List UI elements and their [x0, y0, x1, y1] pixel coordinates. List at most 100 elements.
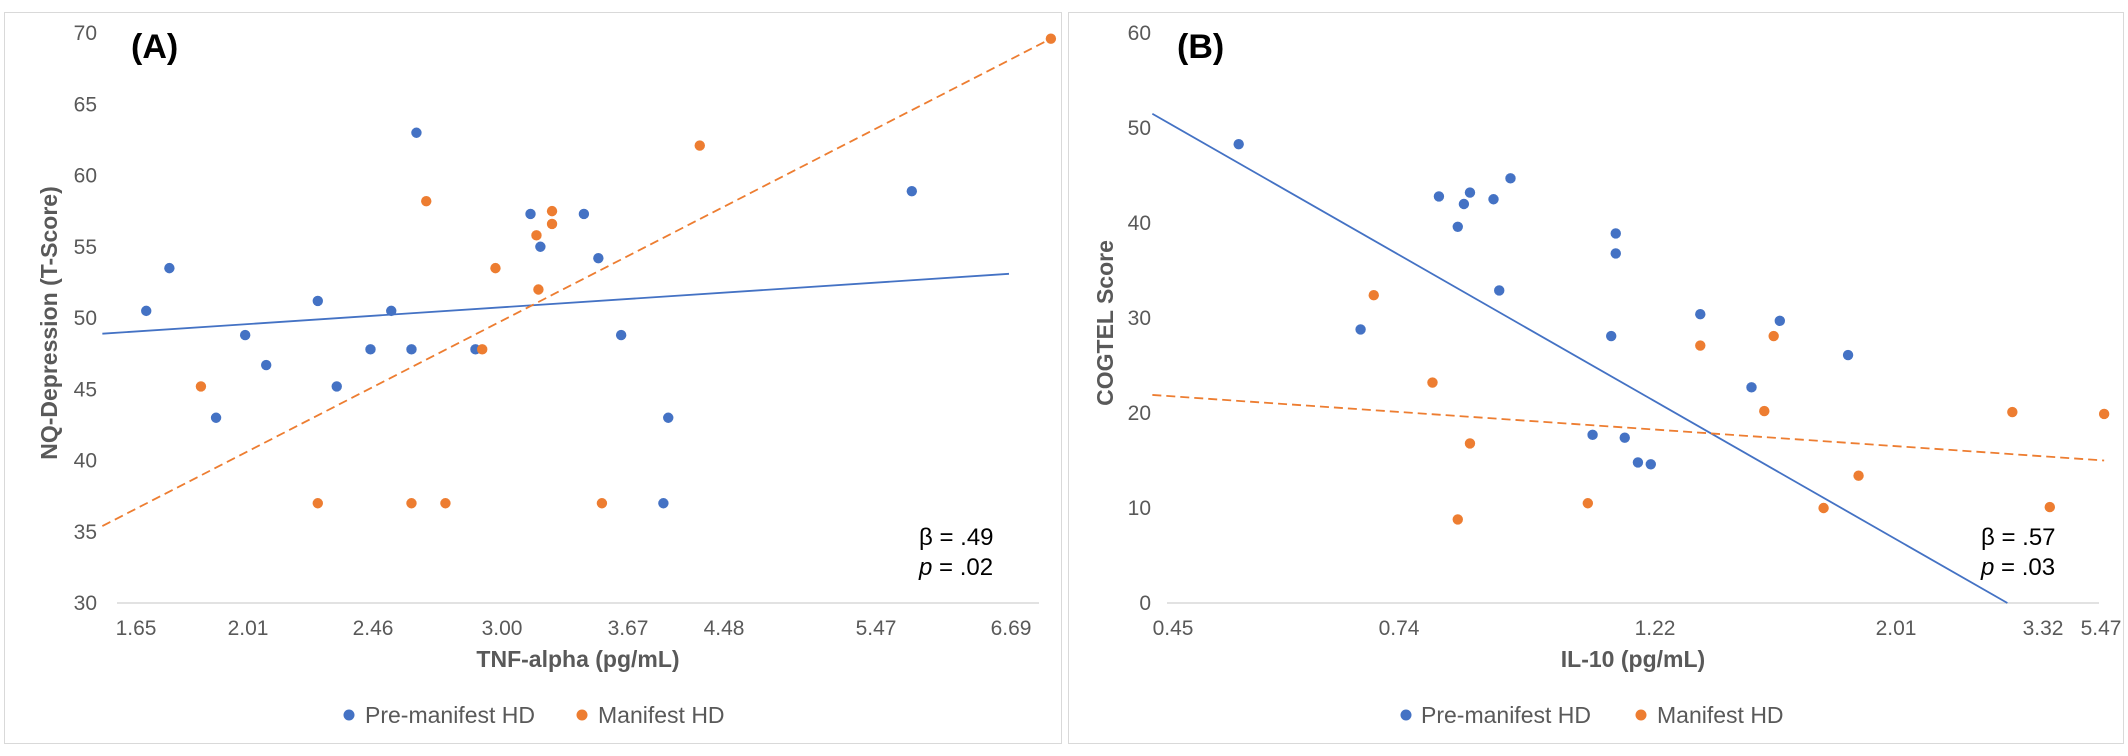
- point-a-1-2: [406, 498, 417, 509]
- x-tick-label-a-1: 2.01: [228, 617, 269, 640]
- point-b-0-17: [1746, 382, 1757, 393]
- point-a-0-6: [331, 381, 342, 392]
- point-a-1-6: [490, 262, 501, 274]
- point-b-0-1: [1355, 324, 1366, 335]
- point-a-1-10: [546, 205, 558, 217]
- point-a-1-9: [546, 218, 558, 230]
- y-tick-label-a-4: 50: [74, 307, 97, 330]
- beta-annotation-b: β = .57: [1981, 524, 2056, 551]
- y-tick-label-b-6: 60: [1128, 22, 1151, 45]
- y-tick-label-a-2: 40: [74, 450, 97, 473]
- point-a-1-12: [694, 140, 705, 151]
- point-a-0-0: [141, 305, 152, 317]
- chart-panel-b: (B) 0 10 20 30 40 50 60 0.45 0.74 1.22 2.01 3.32 5.…: [1068, 12, 2124, 744]
- point-b-1-11: [2044, 501, 2055, 513]
- point-b-0-9: [1587, 429, 1598, 441]
- legend-marker-b-1: [1635, 709, 1647, 721]
- point-a-0-19: [906, 185, 918, 197]
- point-b-1-12: [2098, 408, 2110, 420]
- point-b-0-15: [1645, 459, 1656, 470]
- p-value-b: = .03: [1994, 554, 2055, 581]
- point-a-1-13: [1045, 33, 1057, 44]
- x-tick-label-b-0: 0.45: [1153, 617, 1194, 640]
- legend-a: Pre-manifest HD Manifest HD: [343, 702, 725, 728]
- point-b-1-0: [1368, 290, 1379, 301]
- x-axis-title-a: TNF-alpha (pg/mL): [476, 646, 679, 672]
- p-annotation-a: p = .02: [918, 554, 993, 581]
- chart-a-svg: (A) 30 35 40 45 50 55 60 65 70 1.65 2.01 2.46 3.00 3…: [36, 22, 1057, 728]
- point-a-0-3: [239, 329, 251, 341]
- trendline-b-1: [1152, 394, 2105, 462]
- legend-marker-a-0: [343, 709, 355, 721]
- point-b-1-3: [1464, 438, 1476, 449]
- y-tick-label-a-8: 70: [74, 22, 97, 45]
- y-tick-label-a-1: 35: [74, 521, 97, 544]
- point-b-1-9: [1853, 470, 1864, 481]
- x-tick-label-b-4: 3.32: [2023, 617, 2064, 640]
- point-a-1-4: [440, 498, 451, 509]
- point-b-1-6: [1759, 405, 1770, 417]
- point-b-1-1: [1427, 377, 1438, 388]
- point-b-0-5: [1464, 187, 1476, 198]
- y-tick-label-b-2: 20: [1128, 402, 1151, 425]
- p-label-a: p: [918, 554, 932, 581]
- point-a-0-13: [535, 241, 546, 252]
- p-value-a: = .02: [932, 554, 993, 581]
- point-b-0-4: [1458, 198, 1470, 210]
- x-tick-label-a-5: 4.48: [704, 617, 745, 640]
- y-tick-label-b-5: 50: [1128, 117, 1151, 140]
- point-b-0-19: [1842, 349, 1854, 361]
- point-b-1-7: [1768, 330, 1779, 342]
- point-b-0-7: [1494, 285, 1505, 296]
- point-b-0-16: [1695, 309, 1706, 320]
- point-b-1-8: [1818, 502, 1829, 514]
- point-a-1-1: [312, 498, 323, 509]
- y-axis-title-a: NQ-Depression (T-Score): [36, 186, 62, 460]
- point-a-0-4: [260, 359, 272, 371]
- trendline-b-0: [1151, 112, 2008, 604]
- chart-panel-a: (A) 30 35 40 45 50 55 60 65 70 1.65 2.01 2.46 3.00 3…: [4, 12, 1062, 744]
- y-tick-label-b-4: 40: [1128, 212, 1151, 235]
- point-a-0-10: [411, 127, 422, 138]
- legend-label-a-1: Manifest HD: [598, 702, 725, 728]
- y-tick-label-b-3: 30: [1128, 307, 1151, 330]
- point-a-0-8: [386, 305, 397, 317]
- chart-b-svg: (B) 0 10 20 30 40 50 60 0.45 0.74 1.22 2.01 3.32 5.…: [1092, 22, 2121, 728]
- x-axis-title-b: IL-10 (pg/mL): [1561, 646, 1705, 672]
- x-tick-label-a-0: 1.65: [116, 617, 157, 640]
- legend-marker-a-1: [576, 709, 588, 721]
- point-b-1-2: [1452, 514, 1463, 525]
- y-tick-label-a-7: 65: [74, 93, 97, 116]
- y-tick-label-a-3: 45: [74, 378, 97, 401]
- y-axis-title-b: COGTEL Score: [1092, 240, 1118, 406]
- point-a-0-9: [406, 344, 417, 355]
- point-b-1-10: [2007, 406, 2018, 418]
- trendline-a-1: [101, 37, 1052, 527]
- point-a-0-12: [525, 208, 536, 220]
- point-b-1-4: [1582, 498, 1594, 509]
- point-b-0-8: [1505, 173, 1516, 184]
- x-tick-label-a-4: 3.67: [608, 617, 649, 640]
- legend-b: Pre-manifest HD Manifest HD: [1400, 702, 1784, 728]
- x-tick-label-a-2: 2.46: [353, 617, 394, 640]
- point-a-0-15: [593, 252, 604, 264]
- point-b-0-18: [1774, 315, 1786, 327]
- trendline-a-0: [102, 272, 1010, 335]
- x-tick-label-a-6: 5.47: [856, 617, 897, 640]
- x-tick-label-b-2: 1.22: [1635, 617, 1676, 640]
- legend-marker-b-0: [1400, 709, 1412, 721]
- point-a-0-1: [164, 262, 175, 274]
- point-a-1-11: [596, 498, 608, 509]
- point-a-0-14: [578, 208, 590, 220]
- point-b-0-2: [1433, 191, 1445, 202]
- y-tick-label-a-6: 60: [74, 165, 97, 188]
- y-tick-label-a-5: 55: [74, 236, 97, 259]
- point-b-0-0: [1233, 138, 1244, 150]
- y-tick-label-a-0: 30: [74, 592, 97, 615]
- panel-label-b: (B): [1177, 28, 1224, 66]
- legend-label-a-0: Pre-manifest HD: [365, 702, 535, 728]
- point-a-1-3: [421, 195, 432, 207]
- x-tick-label-b-1: 0.74: [1379, 617, 1420, 640]
- point-a-1-0: [195, 381, 207, 392]
- point-b-1-5: [1695, 340, 1706, 351]
